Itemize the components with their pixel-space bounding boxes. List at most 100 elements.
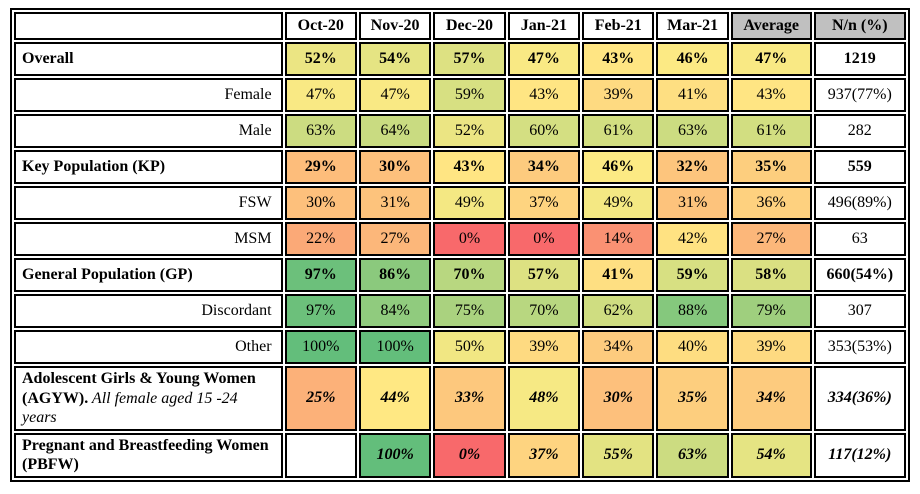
row-label: FSW bbox=[14, 186, 283, 220]
value-cell-nov-20: 27% bbox=[358, 222, 432, 256]
value-cell-mar-21: 42% bbox=[656, 222, 729, 256]
header-row: Oct-20 Nov-20 Dec-20 Jan-21 Feb-21 Mar-21 Aver… bbox=[14, 12, 906, 40]
nn-cell: 937(77%) bbox=[813, 78, 906, 112]
value-cell-average: 27% bbox=[730, 222, 812, 256]
value-cell-dec-20: 0% bbox=[433, 222, 506, 256]
value-cell-average: 61% bbox=[730, 114, 812, 148]
nn-cell: 559 bbox=[813, 150, 906, 184]
value-cell-jan-21: 37% bbox=[507, 432, 581, 478]
value-cell-feb-21: 14% bbox=[582, 222, 655, 256]
value-cell-nov-20: 64% bbox=[358, 114, 432, 148]
table-row-msm: MSM 22% 27% 0% 0% 14% 42% 27% 63 bbox=[14, 222, 906, 256]
column-header-feb-21: Feb-21 bbox=[582, 12, 655, 40]
value-cell-oct-20: 63% bbox=[284, 114, 357, 148]
value-cell-feb-21: 34% bbox=[582, 330, 655, 364]
value-cell-oct-20 bbox=[284, 432, 357, 478]
value-cell-feb-21: 61% bbox=[582, 114, 655, 148]
value-cell-oct-20: 22% bbox=[284, 222, 357, 256]
value-cell-feb-21: 49% bbox=[582, 186, 655, 220]
value-cell-nov-20: 44% bbox=[358, 366, 432, 431]
value-cell-jan-21: 57% bbox=[507, 258, 581, 292]
value-cell-dec-20: 33% bbox=[433, 366, 506, 431]
value-cell-nov-20: 86% bbox=[358, 258, 432, 292]
value-cell-oct-20: 100% bbox=[284, 330, 357, 364]
corner-header-cell bbox=[14, 12, 283, 40]
value-cell-jan-21: 43% bbox=[507, 78, 581, 112]
value-cell-dec-20: 43% bbox=[433, 150, 506, 184]
row-label: Overall bbox=[14, 42, 283, 76]
table-row-discordant: Discordant 97% 84% 75% 70% 62% 88% 79% 307 bbox=[14, 294, 906, 328]
value-cell-feb-21: 62% bbox=[582, 294, 655, 328]
value-cell-nov-20: 100% bbox=[358, 330, 432, 364]
value-cell-dec-20: 49% bbox=[433, 186, 506, 220]
table-row-female: Female 47% 47% 59% 43% 39% 41% 43% 937(77%) bbox=[14, 78, 906, 112]
value-cell-average: 47% bbox=[730, 42, 812, 76]
value-cell-feb-21: 43% bbox=[582, 42, 655, 76]
value-cell-nov-20: 31% bbox=[358, 186, 432, 220]
value-cell-dec-20: 50% bbox=[433, 330, 506, 364]
value-cell-mar-21: 88% bbox=[656, 294, 729, 328]
row-label: Discordant bbox=[14, 294, 283, 328]
value-cell-oct-20: 52% bbox=[284, 42, 357, 76]
value-cell-mar-21: 40% bbox=[656, 330, 729, 364]
coverage-heatmap-table: Oct-20 Nov-20 Dec-20 Jan-21 Feb-21 Mar-21 Aver… bbox=[10, 8, 910, 482]
nn-cell: 660(54%) bbox=[813, 258, 906, 292]
row-label-note: All female aged 15 -24 years bbox=[22, 389, 238, 427]
value-cell-average: 35% bbox=[730, 150, 812, 184]
value-cell-nov-20: 30% bbox=[358, 150, 432, 184]
value-cell-jan-21: 48% bbox=[507, 366, 581, 431]
nn-cell: 353(53%) bbox=[813, 330, 906, 364]
nn-cell: 1219 bbox=[813, 42, 906, 76]
value-cell-nov-20: 84% bbox=[358, 294, 432, 328]
table-row-fsw: FSW 30% 31% 49% 37% 49% 31% 36% 496(89%) bbox=[14, 186, 906, 220]
value-cell-feb-21: 41% bbox=[582, 258, 655, 292]
value-cell-average: 54% bbox=[730, 432, 812, 478]
value-cell-average: 36% bbox=[730, 186, 812, 220]
table-row-overall: Overall 52% 54% 57% 47% 43% 46% 47% 1219 bbox=[14, 42, 906, 76]
value-cell-jan-21: 37% bbox=[507, 186, 581, 220]
value-cell-dec-20: 59% bbox=[433, 78, 506, 112]
table-row-male: Male 63% 64% 52% 60% 61% 63% 61% 282 bbox=[14, 114, 906, 148]
value-cell-oct-20: 30% bbox=[284, 186, 357, 220]
value-cell-mar-21: 63% bbox=[656, 114, 729, 148]
value-cell-feb-21: 55% bbox=[582, 432, 655, 478]
row-label: Other bbox=[14, 330, 283, 364]
row-label: Male bbox=[14, 114, 283, 148]
value-cell-average: 34% bbox=[730, 366, 812, 431]
value-cell-average: 58% bbox=[730, 258, 812, 292]
value-cell-jan-21: 39% bbox=[507, 330, 581, 364]
value-cell-mar-21: 35% bbox=[656, 366, 729, 431]
nn-cell: 334(36%) bbox=[813, 366, 906, 431]
nn-cell: 496(89%) bbox=[813, 186, 906, 220]
value-cell-nov-20: 47% bbox=[358, 78, 432, 112]
value-cell-average: 39% bbox=[730, 330, 812, 364]
table-row-key-population-kp: Key Population (KP) 29% 30% 43% 34% 46% 32% 35%… bbox=[14, 150, 906, 184]
value-cell-jan-21: 47% bbox=[507, 42, 581, 76]
row-label: General Population (GP) bbox=[14, 258, 283, 292]
value-cell-dec-20: 57% bbox=[433, 42, 506, 76]
column-header-oct-20: Oct-20 bbox=[284, 12, 357, 40]
value-cell-oct-20: 97% bbox=[284, 294, 357, 328]
row-label: MSM bbox=[14, 222, 283, 256]
nn-cell: 282 bbox=[813, 114, 906, 148]
value-cell-jan-21: 70% bbox=[507, 294, 581, 328]
table-row-pregnant-and-breastfeeding-women-pbfw: Pregnant and Breastfeeding Women (PBFW) 1… bbox=[14, 432, 906, 478]
value-cell-jan-21: 60% bbox=[507, 114, 581, 148]
column-header-mar-21: Mar-21 bbox=[656, 12, 729, 40]
value-cell-feb-21: 30% bbox=[582, 366, 655, 431]
column-header-n-n: N/n (%) bbox=[813, 12, 906, 40]
value-cell-oct-20: 47% bbox=[284, 78, 357, 112]
nn-cell: 63 bbox=[813, 222, 906, 256]
value-cell-oct-20: 25% bbox=[284, 366, 357, 431]
value-cell-dec-20: 70% bbox=[433, 258, 506, 292]
value-cell-nov-20: 100% bbox=[358, 432, 432, 478]
table-body: Overall 52% 54% 57% 47% 43% 46% 47% 1219 Female 47… bbox=[14, 42, 906, 478]
column-header-nov-20: Nov-20 bbox=[358, 12, 432, 40]
table-row-adolescent-girls-young-women-agyw: Adolescent Girls & Young Women (AGYW). A… bbox=[14, 366, 906, 431]
value-cell-jan-21: 34% bbox=[507, 150, 581, 184]
value-cell-mar-21: 31% bbox=[656, 186, 729, 220]
column-header-dec-20: Dec-20 bbox=[433, 12, 506, 40]
value-cell-dec-20: 75% bbox=[433, 294, 506, 328]
row-label: Pregnant and Breastfeeding Women (PBFW) bbox=[14, 432, 283, 478]
